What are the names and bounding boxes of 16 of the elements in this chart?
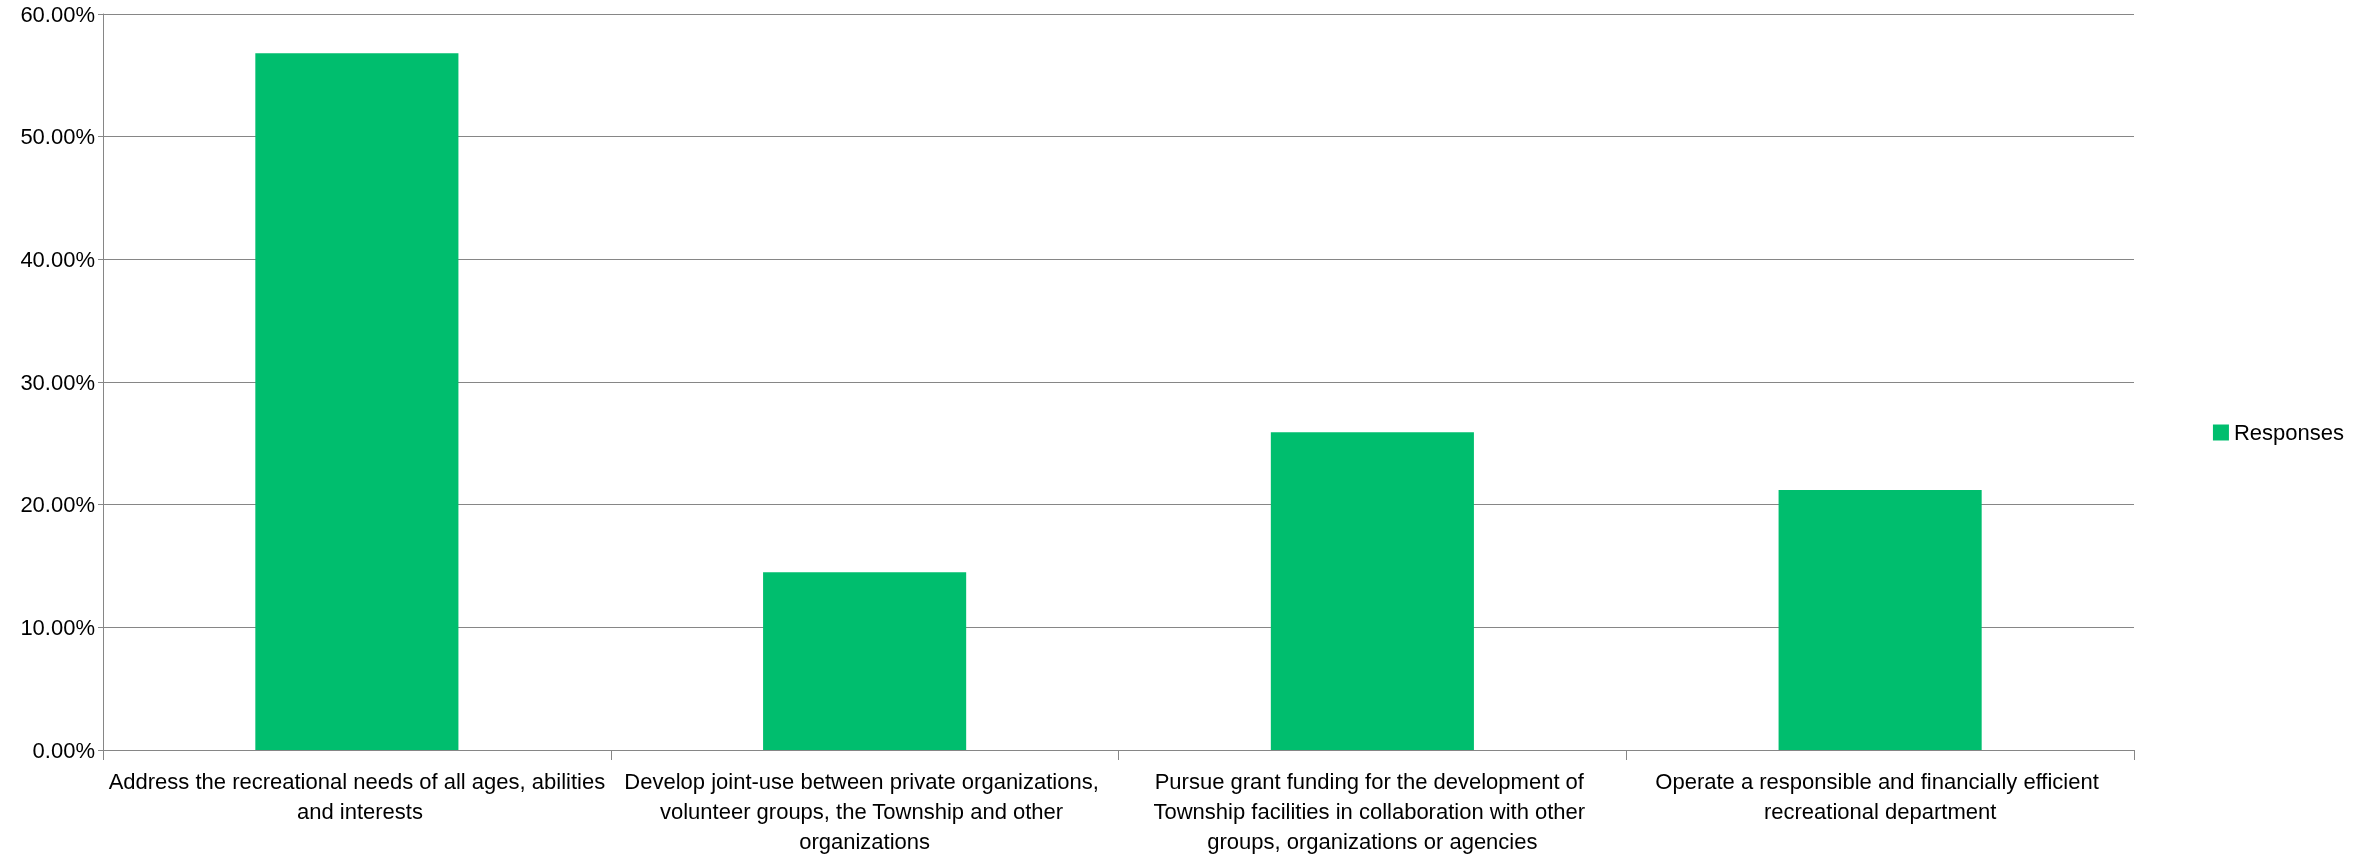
bar <box>1270 432 1474 750</box>
y-tick-label: 20.00% <box>20 492 95 518</box>
x-tick-label: Operate a responsible and financially efficient recreational department <box>1655 768 2105 824</box>
y-tick-label: 10.00% <box>20 614 95 640</box>
legend-label: Responses <box>2233 420 2345 445</box>
x-tick-label: Address the recreational needs of all ages, abilities and interests <box>108 768 606 824</box>
bar <box>1778 489 1982 750</box>
y-tick-label: 0.00% <box>32 737 95 763</box>
y-tick-label: 50.00% <box>20 124 95 150</box>
y-tick-label: 30.00% <box>20 369 95 395</box>
bar <box>255 53 459 750</box>
x-tick-label: Develop joint-use between private organizations, volunteer groups, the Township and other organizations <box>624 768 1105 854</box>
y-tick-label: 60.00% <box>20 1 95 27</box>
x-tick-label: Pursue grant funding for the development of Township facilities in collaboration with other groups, organizations or agencies <box>1153 768 1592 854</box>
bar <box>763 572 967 750</box>
y-tick-label: 40.00% <box>20 246 95 272</box>
